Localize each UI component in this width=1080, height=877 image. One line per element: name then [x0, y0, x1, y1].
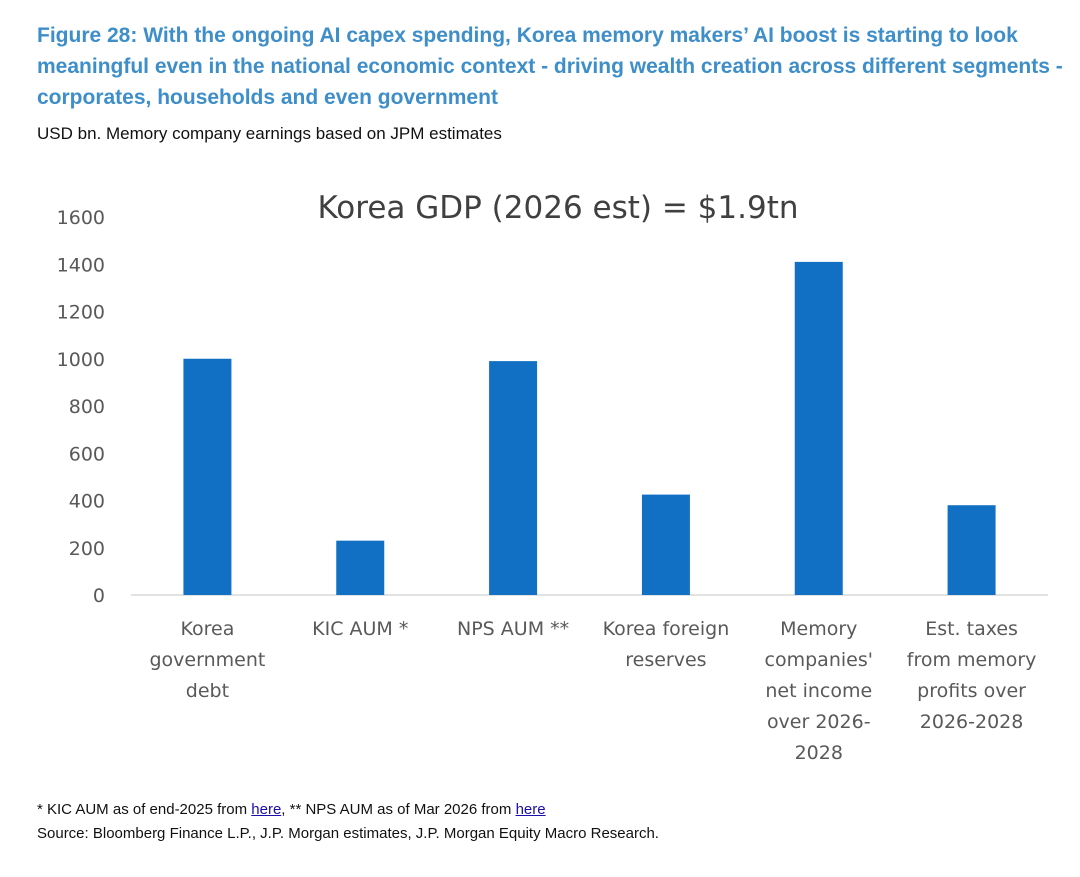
y-tick-label: 0: [93, 585, 105, 607]
bar-chart: Korea GDP (2026 est) = $1.9tn 0 200 400 600…: [57, 190, 1048, 764]
y-tick-label: 200: [69, 538, 105, 560]
x-tick-label-line: debt: [186, 680, 229, 702]
bars: [183, 261, 996, 595]
y-tick-label: 1600: [57, 207, 105, 229]
bar: [794, 261, 843, 595]
x-tick-label: KIC AUM *: [312, 618, 408, 640]
x-tick-label-line: reserves: [625, 649, 706, 671]
footnotes: * KIC AUM as of end-2025 from here, ** N…: [37, 798, 659, 846]
figure-subtitle: USD bn. Memory company earnings based on…: [37, 124, 502, 143]
x-tick-label-line: Korea foreign: [603, 618, 730, 640]
footnote-line: * KIC AUM as of end-2025 from here, ** N…: [37, 798, 659, 822]
x-tick-label-line: Memory: [780, 618, 857, 640]
x-tick-label: Memory companies' net income over 2026- 2028: [765, 618, 873, 764]
x-tick-label-line: over 2026-: [767, 711, 871, 733]
x-tick-label-line: NPS AUM **: [457, 618, 569, 640]
x-tick-label-line: KIC AUM *: [312, 618, 408, 640]
y-tick-label: 600: [69, 443, 105, 465]
here-link-nps[interactable]: here: [515, 801, 546, 818]
chart-title: Korea GDP (2026 est) = $1.9tn: [318, 190, 799, 226]
y-tick-label: 400: [69, 491, 105, 513]
here-link-kic[interactable]: here: [251, 801, 282, 818]
y-tick-label: 1000: [57, 349, 105, 371]
footnote-text: , ** NPS AUM as of Mar 2026 from: [281, 801, 516, 818]
x-tick-label-line: profits over: [917, 680, 1026, 702]
bar: [641, 494, 690, 595]
x-axis: Korea government debt KIC AUM * NPS AUM ** Ko…: [150, 618, 1037, 764]
x-tick-label: Korea foreign reserves: [603, 618, 730, 671]
x-tick-label-line: Est. taxes: [925, 618, 1018, 640]
y-tick-label: 1400: [57, 254, 105, 276]
bar: [183, 358, 232, 595]
source-note: Source: Bloomberg Finance L.P., J.P. Mor…: [37, 825, 659, 842]
y-axis: 0 200 400 600 800 1000 1200 1400 1600: [57, 207, 105, 607]
bar: [947, 505, 996, 595]
x-tick-label: Est. taxes from memory profits over 2026-20…: [907, 618, 1037, 733]
x-tick-label: NPS AUM **: [457, 618, 569, 640]
x-tick-label: Korea government debt: [150, 618, 266, 702]
x-tick-label-line: from memory: [907, 649, 1037, 671]
x-tick-label-line: government: [150, 649, 266, 671]
y-tick-label: 1200: [57, 302, 105, 324]
x-tick-label-line: 2026-2028: [920, 711, 1024, 733]
x-tick-label-line: Korea: [180, 618, 234, 640]
footnote-text: * KIC AUM as of end-2025 from: [37, 801, 252, 818]
x-tick-label-line: net income: [765, 680, 872, 702]
figure-title: Figure 28: With the ongoing AI capex spe…: [37, 24, 1063, 109]
bar: [489, 361, 538, 595]
y-tick-label: 800: [69, 396, 105, 418]
x-tick-label-line: companies': [765, 649, 873, 671]
x-tick-label-line: 2028: [795, 742, 843, 764]
bar: [336, 540, 385, 595]
